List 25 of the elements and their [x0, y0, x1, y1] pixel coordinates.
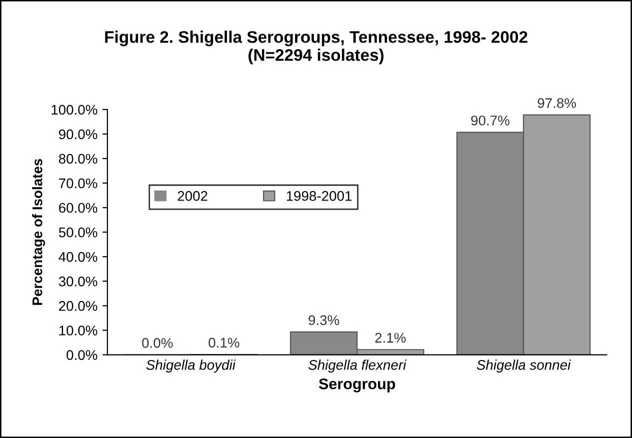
y-tick-label: 60.0% [59, 202, 98, 213]
y-tick-label: 20.0% [59, 301, 98, 311]
x-tick-label: Shigella sonnei [476, 360, 571, 373]
data-label: 90.7% [471, 116, 510, 126]
data-label: 0.1% [208, 338, 240, 348]
data-label: 2.1% [375, 332, 406, 343]
chart-title: Figure 2. Shigella Serogroups, Tennessee, 1998- 2002 (N=2294 isolates) [105, 30, 528, 64]
data-label: 9.3% [308, 315, 340, 326]
x-axis-title: Serogroup [318, 378, 396, 392]
y-tick-label: 50.0% [58, 227, 98, 238]
data-label: 97.8% [538, 98, 576, 108]
y-tick-label: 10.0% [59, 326, 98, 336]
legend-label: 1998-2001 [286, 191, 352, 201]
y-tick-label: 100.0% [52, 104, 98, 115]
y-tick-label: 0.0% [66, 350, 98, 360]
data-label: 0.0% [142, 338, 173, 348]
y-tick-label: 80.0% [58, 154, 98, 164]
y-axis-title: Percentage of Isolates [32, 158, 46, 305]
legend-label: 2002 [178, 191, 208, 201]
x-tick-label: Shigella boydii [146, 360, 236, 373]
y-tick-label: 70.0% [59, 178, 98, 188]
x-tick-label: Shigella flexneri [308, 360, 406, 373]
y-tick-label: 30.0% [58, 276, 98, 286]
y-tick-label: 90.0% [58, 129, 98, 140]
y-tick-label: 40.0% [58, 252, 98, 262]
